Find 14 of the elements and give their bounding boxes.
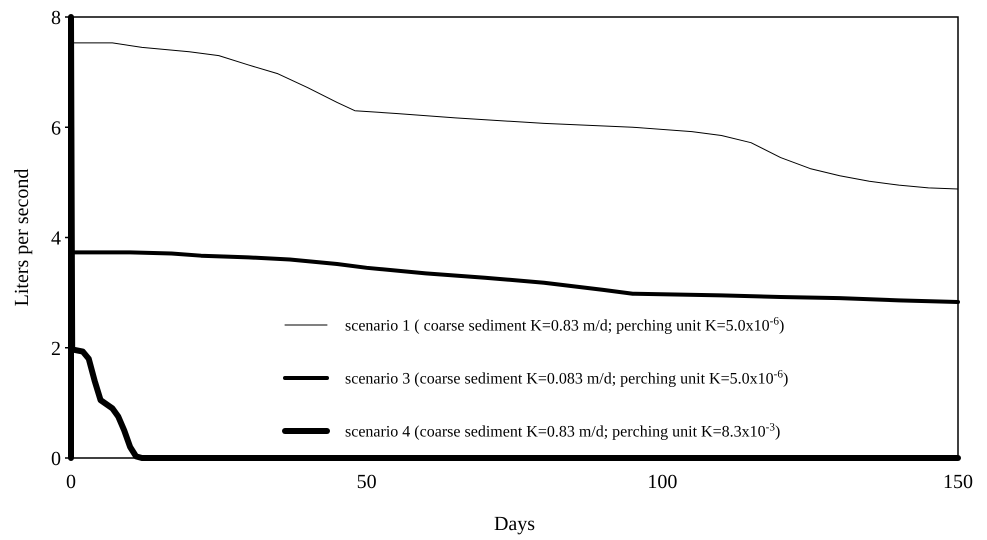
x-tick-label: 50 (356, 471, 377, 493)
legend-label: scenario 3 (coarse sediment K=0.083 m/d; perching unit K=5.0x10$^{-6}$) (345, 368, 788, 388)
legend-label: scenario 1 ( coarse sediment K=0.83 m/d; perching unit K=5.0x10$^{-6}$) (345, 316, 784, 335)
y-tick-label: 6 (51, 117, 61, 140)
y-tick-label: 2 (51, 338, 61, 360)
y-tick-label: 8 (51, 7, 61, 29)
y-axis-title: Liters per second (11, 168, 33, 306)
y-tick-label: 0 (51, 448, 61, 470)
x-axis-title: Days (494, 513, 536, 535)
x-tick-label: 150 (943, 471, 973, 493)
y-tick-label: 4 (51, 228, 61, 250)
x-tick-label: 100 (647, 471, 678, 493)
x-tick-label: 0 (66, 471, 76, 493)
legend-label: scenario 4 (coarse sediment K=0.83 m/d; perching unit K=8.3x10$^{-3}$) (345, 422, 780, 441)
